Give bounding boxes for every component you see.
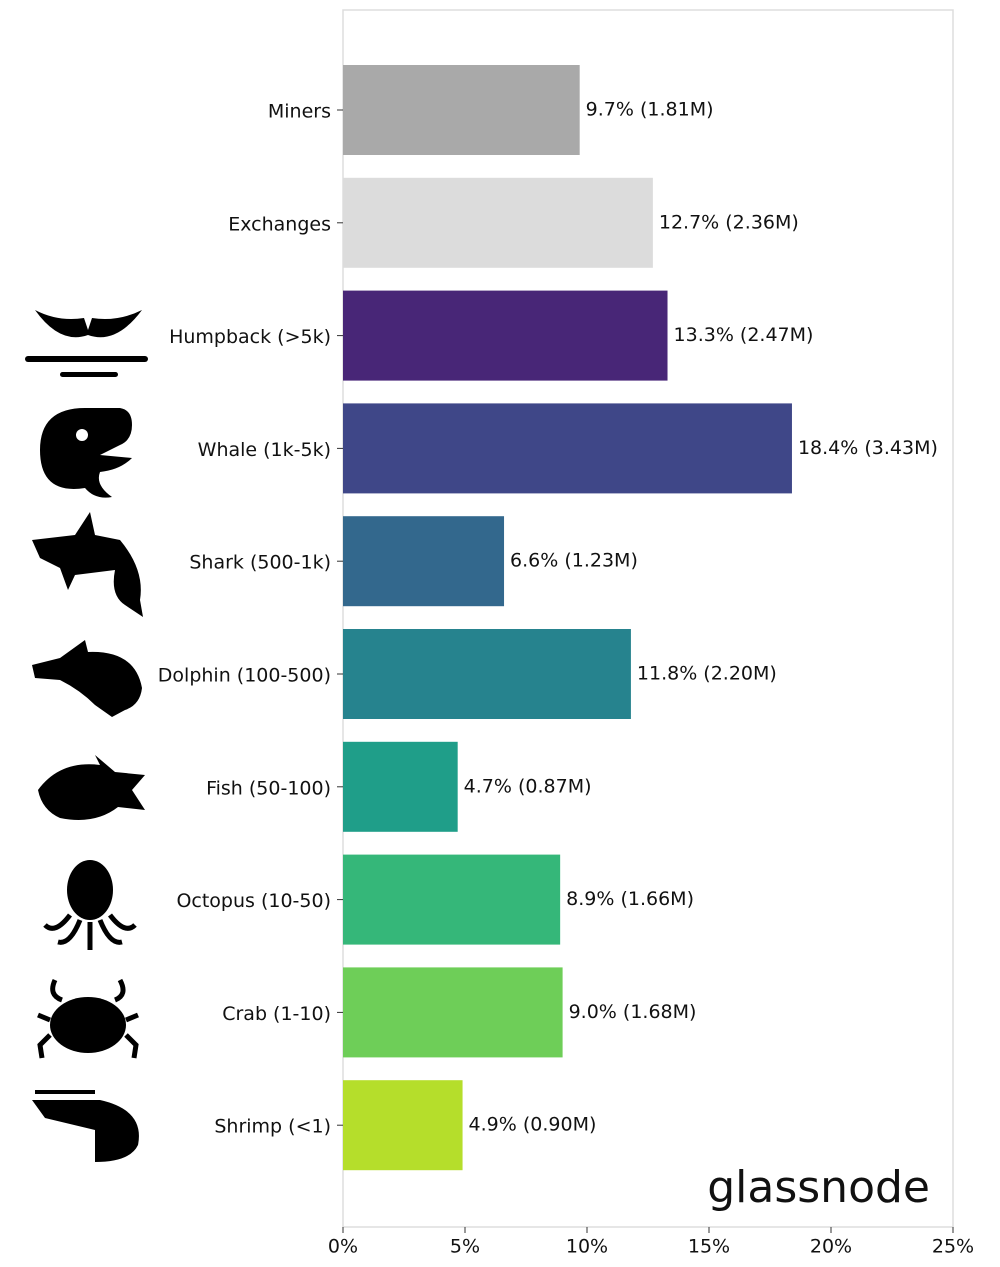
value-label: 6.6% (1.23M) [510,550,638,572]
value-label: 18.4% (3.43M) [798,437,938,459]
y-tick-label: Miners [268,101,331,123]
octopus-icon [43,913,137,950]
humpback-icon [60,372,118,377]
value-label: 8.9% (1.66M) [566,888,694,910]
octopus-icon [67,860,113,920]
bar [343,629,631,719]
value-label: 12.7% (2.36M) [659,211,799,233]
crab-icon [37,978,139,1059]
bar [343,516,505,607]
crab-icon [50,997,126,1053]
y-tick-label: Crab (1-10) [222,1003,331,1025]
y-tick-label: Octopus (10-50) [176,890,331,912]
bar [343,854,561,945]
x-tick-label: 0% [328,1236,358,1258]
x-tick-label: 10% [566,1236,608,1258]
bar [343,741,458,832]
plot-frame [342,9,954,1228]
whale-icon [76,429,88,441]
watermark: glassnode [707,1162,930,1213]
value-label: 4.7% (0.87M) [464,775,592,797]
y-tick-label: Shark (500-1k) [189,552,331,574]
fish-icon [38,755,145,820]
value-label: 4.9% (0.90M) [469,1114,597,1136]
bar [343,65,580,155]
y-tick-label: Humpback (>5k) [169,326,331,348]
value-label: 11.8% (2.20M) [637,663,777,685]
dolphin-icon [32,640,142,717]
icons [25,310,148,1162]
value-label: 13.3% (2.47M) [674,324,814,346]
y-tick-label: Shrimp (<1) [214,1116,331,1138]
x-tick-label: 15% [688,1236,730,1258]
x-tick-label: 25% [932,1236,974,1258]
y-tick-label: Dolphin (100-500) [158,665,331,687]
shark-icon [32,512,143,617]
bar [343,290,668,381]
shrimp-icon [32,1100,139,1162]
humpback-icon [35,310,142,338]
y-tick-label: Whale (1k-5k) [198,439,331,461]
bar [343,967,563,1058]
whale-icon [40,408,132,498]
y-tick-label: Fish (50-100) [206,777,331,799]
bar [343,177,653,268]
x-tick-label: 20% [810,1236,852,1258]
y-tick-label: Exchanges [228,213,331,235]
bar [343,1080,463,1171]
value-label: 9.0% (1.68M) [569,1001,697,1023]
humpback-icon [25,356,148,362]
value-label: 9.7% (1.81M) [586,99,714,121]
x-tick-label: 5% [450,1236,480,1258]
bar [343,403,792,494]
